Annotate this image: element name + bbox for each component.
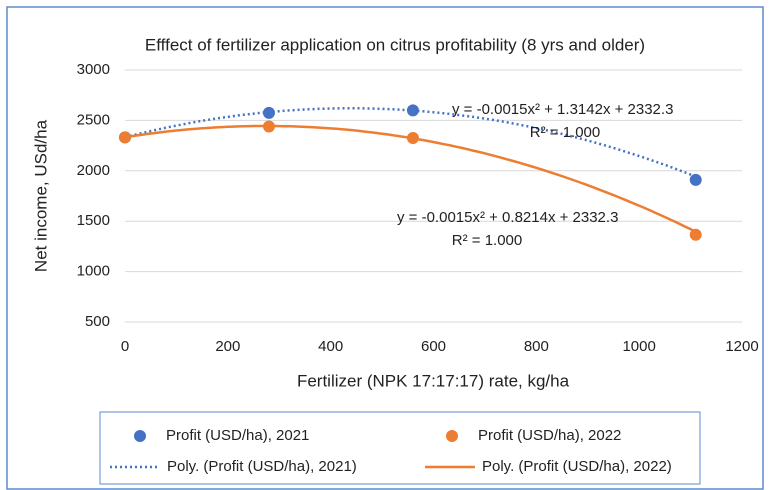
x-axis-label: Fertilizer (NPK 17:17:17) rate, kg/ha (297, 371, 570, 390)
legend-label: Poly. (Profit (USD/ha), 2021) (167, 458, 357, 475)
y-tick-label: 1500 (77, 212, 110, 229)
x-tick-label: 1200 (725, 338, 758, 355)
point (689, 173, 702, 186)
y-tick-label: 1000 (77, 263, 110, 280)
y-axis-label: Net income, USd/ha (31, 119, 50, 272)
legend-label: Profit (USD/ha), 2021 (166, 427, 309, 444)
legend-marker (134, 430, 146, 442)
x-tick-label: 1000 (622, 338, 655, 355)
trendline-equation: y = -0.0015x² + 1.3142x + 2332.3 (452, 101, 673, 118)
point (406, 132, 419, 145)
x-tick-label: 400 (318, 338, 343, 355)
legend-marker (446, 430, 458, 442)
legend-label: Poly. (Profit (USD/ha), 2022) (482, 458, 672, 475)
x-tick-label: 600 (421, 338, 446, 355)
chart-border (6, 6, 764, 490)
x-tick-label: 800 (524, 338, 549, 355)
y-tick-label: 2500 (77, 111, 110, 128)
point (689, 228, 702, 241)
y-tick-label: 500 (85, 313, 110, 330)
y-tick-label: 2000 (77, 162, 110, 179)
point (262, 120, 275, 133)
point (262, 106, 275, 119)
trendline (124, 107, 697, 178)
chart-title: Efffect of fertilizer application on cit… (145, 35, 645, 54)
trendline-equation: y = -0.0015x² + 0.8214x + 2332.3 (397, 209, 618, 226)
legend-label: Profit (USD/ha), 2022 (478, 427, 621, 444)
y-tick-label: 3000 (77, 61, 110, 78)
point (119, 131, 131, 144)
trendline-r2: R² = 1.000 (452, 232, 522, 249)
legend-box (99, 411, 701, 485)
trendline-r2: R² = 1.000 (530, 124, 600, 141)
point (406, 104, 419, 117)
x-tick-label: 0 (121, 338, 129, 355)
x-tick-label: 200 (215, 338, 240, 355)
